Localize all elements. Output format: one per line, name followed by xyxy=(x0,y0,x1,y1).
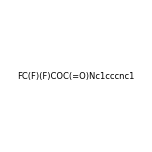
Text: FC(F)(F)COC(=O)Nc1cccnc1: FC(F)(F)COC(=O)Nc1cccnc1 xyxy=(17,71,135,81)
